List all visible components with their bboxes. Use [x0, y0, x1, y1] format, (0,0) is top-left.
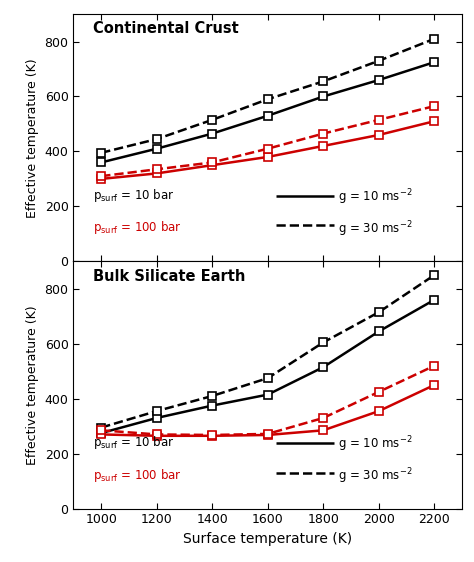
Text: p$_{\mathregular{surf}}$ = 10 bar: p$_{\mathregular{surf}}$ = 10 bar: [93, 434, 174, 451]
Text: Bulk Silicate Earth: Bulk Silicate Earth: [93, 269, 245, 284]
Y-axis label: Effective temperature (K): Effective temperature (K): [26, 305, 39, 465]
Text: p$_{\mathregular{surf}}$ = 10 bar: p$_{\mathregular{surf}}$ = 10 bar: [93, 187, 174, 204]
Text: g = 30 ms$^{-2}$: g = 30 ms$^{-2}$: [338, 466, 412, 486]
Text: g = 10 ms$^{-2}$: g = 10 ms$^{-2}$: [338, 434, 412, 454]
Text: g = 10 ms$^{-2}$: g = 10 ms$^{-2}$: [338, 187, 412, 207]
Y-axis label: Effective temperature (K): Effective temperature (K): [26, 58, 39, 217]
X-axis label: Surface temperature (K): Surface temperature (K): [183, 532, 352, 546]
Text: p$_{\mathregular{surf}}$ = 100 bar: p$_{\mathregular{surf}}$ = 100 bar: [93, 466, 182, 483]
Text: g = 30 ms$^{-2}$: g = 30 ms$^{-2}$: [338, 219, 412, 239]
Text: Continental Crust: Continental Crust: [93, 21, 238, 37]
Text: p$_{\mathregular{surf}}$ = 100 bar: p$_{\mathregular{surf}}$ = 100 bar: [93, 219, 182, 236]
